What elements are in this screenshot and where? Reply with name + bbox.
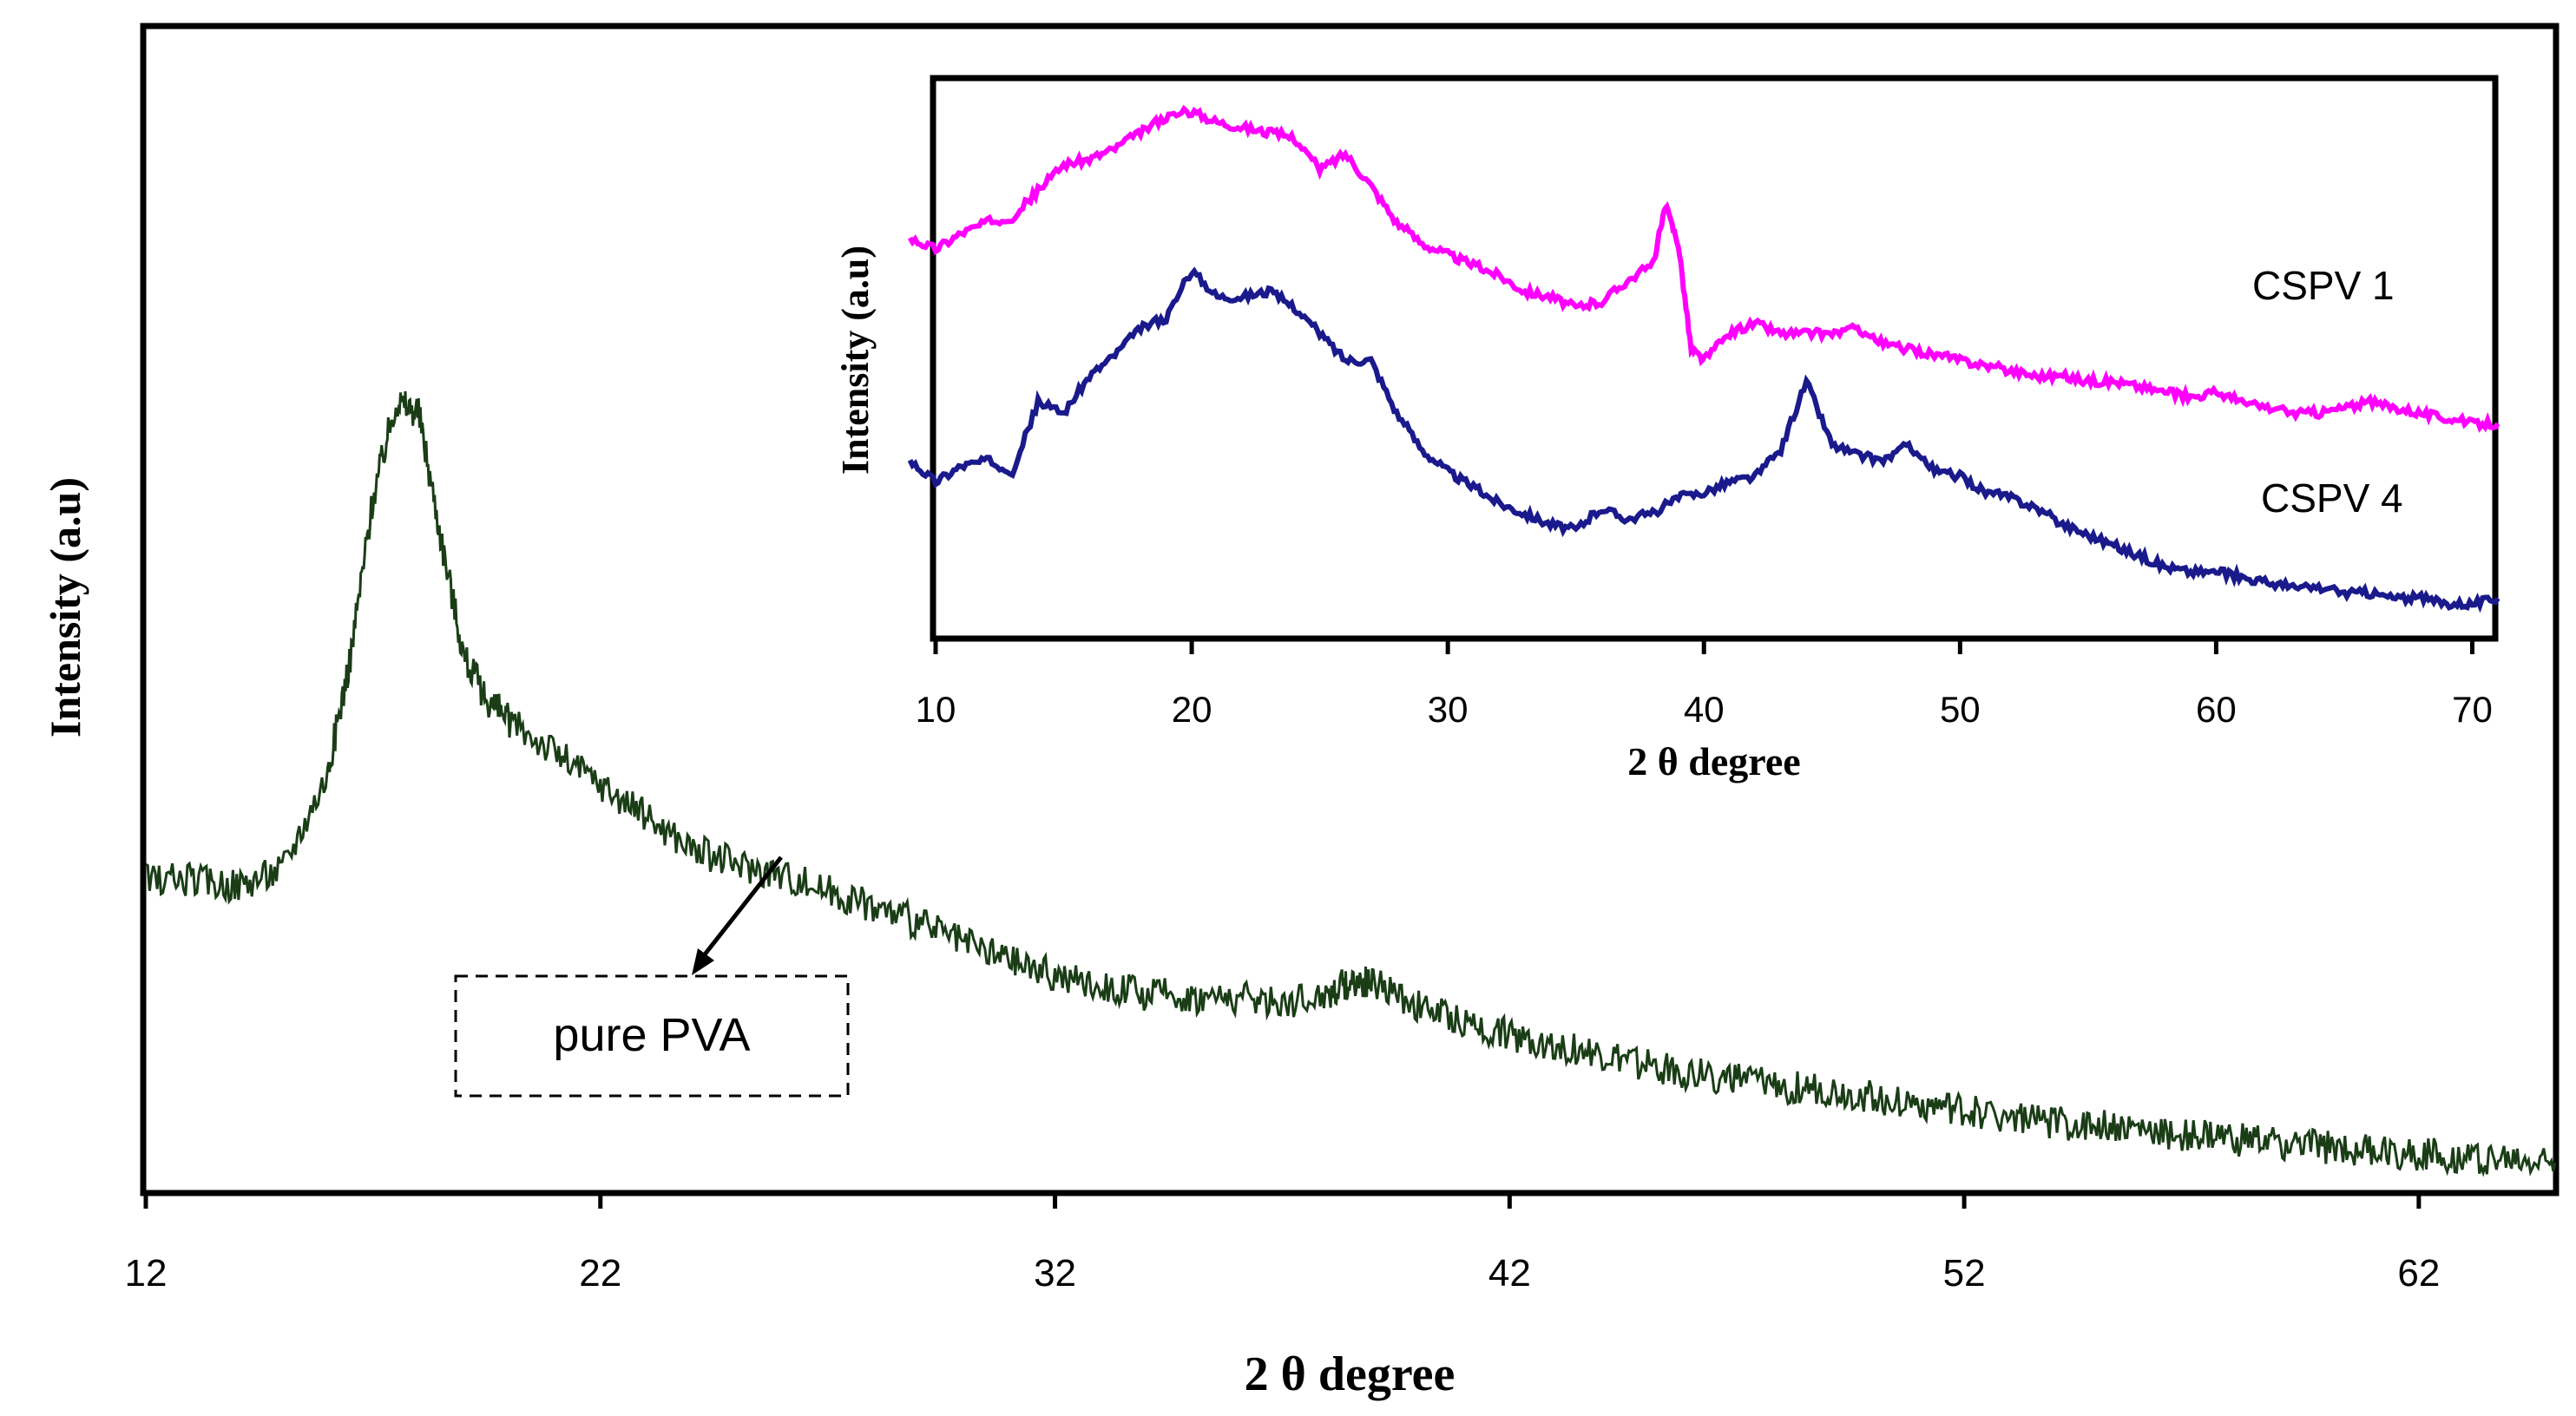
main-x-tick-label-62: 62 [2397,1252,2440,1295]
annotation-arrow [703,856,783,956]
main-plot: 12 22 32 42 52 62 pure PVA Intensity (a.u) 2 … [41,23,2560,1401]
annotation-label: pure PVA [553,1009,750,1061]
inset-x-tick-label-20: 20 [1172,689,1212,730]
main-x-axis-label: 2 θ degree [1245,1347,1456,1401]
main-x-tick-label-22: 22 [579,1252,621,1295]
inset-x-tick-label-70: 70 [2452,689,2493,730]
inset-plot: 10 20 30 40 50 60 70 CSPV 1 CSPV 4 Intensity (… [834,75,2500,783]
main-plot-frame [140,23,2560,1196]
annotation-arrowhead [692,948,714,975]
legend-label-cspv-1: CSPV 1 [2252,263,2395,308]
inset-x-axis-label: 2 θ degree [1627,739,1800,783]
main-x-tick-label-12: 12 [125,1252,168,1295]
main-x-tick-label-32: 32 [1034,1252,1076,1295]
main-x-tick-label-42: 42 [1488,1252,1531,1295]
series-line-cspv-1 [907,104,2500,433]
series-line-cspv-4 [907,266,2500,613]
inset-plot-frame [930,75,2499,642]
inset-x-tick-label-50: 50 [1940,689,1981,730]
main-x-ticks: 12 22 32 42 52 62 [125,1193,2440,1295]
inset-x-tick-label-30: 30 [1428,689,1469,730]
main-y-axis-label: Intensity (a.u) [41,477,89,738]
inset-x-tick-label-60: 60 [2196,689,2237,730]
inset-y-axis-label: Intensity (a.u) [834,246,877,475]
series-line-pure-pva [145,390,2557,1177]
inset-x-ticks: 10 20 30 40 50 60 70 [916,639,2493,730]
legend-label-cspv-4: CSPV 4 [2261,475,2403,521]
annotation-box [454,974,850,1098]
main-x-tick-label-52: 52 [1943,1252,1986,1295]
inset-x-tick-label-40: 40 [1684,689,1725,730]
inset-x-tick-label-10: 10 [916,689,956,730]
